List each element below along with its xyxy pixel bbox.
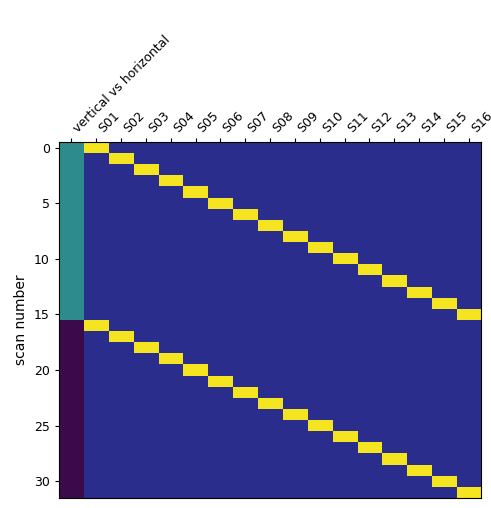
Y-axis label: scan number: scan number (14, 275, 28, 365)
